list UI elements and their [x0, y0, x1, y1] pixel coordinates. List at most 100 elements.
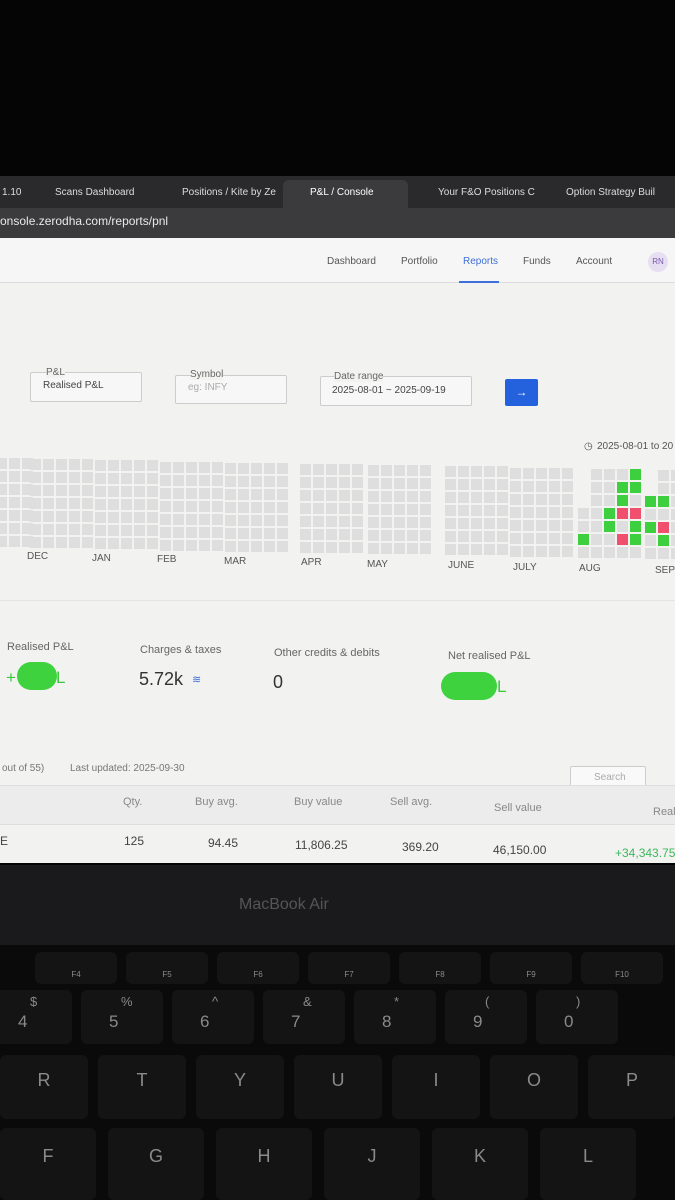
nav-item[interactable]: Account [576, 256, 613, 267]
tab[interactable]: 1.10 [2, 187, 22, 198]
heat-cell [339, 503, 350, 514]
heat-cell [381, 465, 392, 477]
heat-cell [251, 462, 262, 474]
heat-cell [251, 514, 262, 526]
heat-cell [645, 509, 656, 520]
key[interactable]: R [0, 1055, 88, 1119]
heat-cell [277, 488, 288, 500]
heat-cell [604, 533, 615, 545]
heat-cell [225, 475, 236, 487]
key[interactable]: F8 [399, 952, 481, 984]
heat-cell [326, 516, 337, 527]
heat-cell [458, 492, 469, 504]
key[interactable]: J [324, 1128, 420, 1200]
tab[interactable]: Your F&O Positions C [438, 187, 535, 198]
summary-value: 0 [273, 672, 284, 692]
heat-cell [352, 503, 363, 514]
heat-cell [578, 494, 589, 506]
heat-cell [420, 504, 431, 516]
heat-cell [212, 526, 223, 538]
key[interactable]: H [216, 1128, 312, 1200]
key-digit: 9 [473, 1012, 483, 1031]
heat-cell [95, 525, 106, 537]
key[interactable]: G [108, 1128, 204, 1200]
key[interactable]: L [540, 1128, 636, 1200]
key[interactable]: F4 [35, 952, 117, 984]
heat-cell [82, 472, 93, 484]
heat-cell [617, 533, 628, 545]
key[interactable] [263, 990, 345, 1044]
key[interactable]: U [294, 1055, 382, 1119]
key[interactable]: F5 [126, 952, 208, 984]
key[interactable]: F10 [581, 952, 663, 984]
heat-cell [407, 517, 418, 529]
key[interactable]: F [0, 1128, 96, 1200]
key[interactable]: F9 [490, 952, 572, 984]
summary-value: L [56, 668, 66, 687]
url[interactable]: onsole.zerodha.com/reports/pnl [0, 214, 169, 228]
tab[interactable]: Option Strategy Buil [566, 187, 655, 198]
heat-cell [523, 467, 534, 479]
key[interactable] [0, 990, 72, 1044]
heat-cell [562, 467, 573, 479]
heat-cell [591, 520, 602, 532]
heat-cell [671, 483, 675, 494]
key[interactable]: P [588, 1055, 675, 1119]
heat-cell [313, 477, 324, 488]
tab[interactable]: Scans Dashboard [55, 187, 135, 198]
key[interactable]: F7 [308, 952, 390, 984]
key[interactable] [81, 990, 163, 1044]
heat-cell [69, 498, 80, 510]
heat-cell [212, 513, 223, 525]
heat-cell [671, 548, 675, 559]
heat-cell [326, 542, 337, 553]
heat-cell [562, 532, 573, 544]
key[interactable]: T [98, 1055, 186, 1119]
heat-cell [264, 462, 275, 474]
heat-cell [121, 525, 132, 537]
heat-cell [549, 480, 560, 492]
key[interactable]: I [392, 1055, 480, 1119]
info-icon[interactable]: ≋ [192, 674, 202, 686]
key[interactable]: Y [196, 1055, 284, 1119]
submit-button[interactable]: → [505, 379, 538, 406]
heat-cell [394, 504, 405, 516]
tab[interactable]: Positions / Kite by Ze [182, 187, 276, 198]
heat-cell [407, 478, 418, 490]
heat-cell [645, 496, 656, 507]
heat-cell [407, 491, 418, 503]
heat-cell [458, 544, 469, 556]
heat-cell [523, 480, 534, 492]
heat-cell [108, 538, 119, 550]
key[interactable]: O [490, 1055, 578, 1119]
column-header: Buy value [294, 796, 343, 808]
column-header: Real [653, 806, 675, 818]
heat-cell [173, 474, 184, 486]
tab[interactable]: P&L / Console [310, 187, 374, 198]
heat-cell [497, 466, 508, 478]
key[interactable]: K [432, 1128, 528, 1200]
heat-cell [549, 532, 560, 544]
heat-cell [173, 487, 184, 499]
column-header: Qty. [123, 796, 143, 808]
heat-cell [173, 461, 184, 473]
avatar[interactable]: RN [648, 252, 668, 272]
heat-cell [471, 544, 482, 556]
key[interactable] [536, 990, 618, 1044]
key[interactable] [172, 990, 254, 1044]
key[interactable]: F6 [217, 952, 299, 984]
heat-cell [420, 491, 431, 503]
heat-cell [604, 546, 615, 558]
heat-cell [326, 464, 337, 475]
heat-cell [313, 516, 324, 527]
heat-cell [160, 487, 171, 499]
key[interactable] [354, 990, 436, 1044]
summary-value: L [497, 677, 507, 696]
heat-cell [277, 514, 288, 526]
nav-item[interactable]: Dashboard [327, 256, 376, 267]
heat-cell [300, 516, 311, 527]
nav-item[interactable]: Reports [463, 256, 499, 267]
nav-item[interactable]: Funds [523, 256, 551, 267]
nav-item[interactable]: Portfolio [401, 256, 438, 267]
key[interactable] [445, 990, 527, 1044]
